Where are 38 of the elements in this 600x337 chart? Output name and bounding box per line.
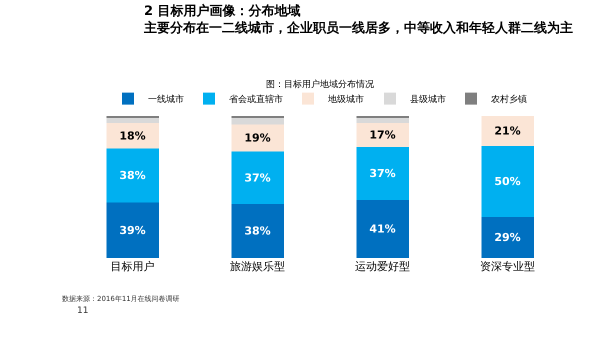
text: 11: [77, 306, 88, 316]
data-label: 29%: [494, 230, 521, 244]
bar: [481, 216, 534, 258]
chart-subtitle: 主要分布在一二线城市，企业职员一线居多，中等收入和年轻人群二线为主: [143, 20, 573, 36]
data-label: 21%: [494, 124, 521, 138]
data-label: 41%: [369, 222, 396, 236]
legend-label: 一线城市: [148, 94, 184, 106]
x-tick-label: 目标用户: [110, 260, 154, 273]
x-tick-label: 运动爱好型: [355, 260, 410, 273]
data-label: 37%: [369, 167, 396, 180]
data-label: 50%: [494, 174, 521, 188]
data-label: 19%: [244, 132, 271, 145]
bar: [231, 204, 284, 258]
chart-title: 2 目标用户画像：分布地域: [144, 3, 301, 20]
data-label: 38%: [244, 224, 271, 238]
legend-label: 地级城市: [327, 94, 364, 106]
data-label: 39%: [119, 224, 146, 237]
bar: [356, 200, 409, 258]
legend-label: 省会或直辖市: [229, 94, 283, 106]
bar: [106, 202, 159, 258]
legend-label: 农村乡镇: [491, 94, 527, 106]
bar: [231, 152, 284, 204]
data-label: 37%: [244, 171, 271, 184]
bar: [481, 116, 534, 146]
x-tick-label: 资深专业型: [480, 260, 535, 273]
legend-label: 县级城市: [410, 94, 446, 106]
data-label: 17%: [369, 128, 396, 142]
bar: [356, 123, 409, 148]
x-tick-label: 旅游娱乐型: [230, 260, 285, 273]
bar: [106, 148, 159, 203]
data-label: 18%: [119, 129, 146, 142]
bar: [356, 147, 409, 200]
bar: [231, 124, 284, 152]
bar: [481, 146, 534, 217]
bar: [231, 117, 284, 125]
data-label: 38%: [119, 169, 146, 182]
text: 图：目标用户地域分布情况: [266, 79, 374, 90]
bar: [106, 123, 159, 149]
